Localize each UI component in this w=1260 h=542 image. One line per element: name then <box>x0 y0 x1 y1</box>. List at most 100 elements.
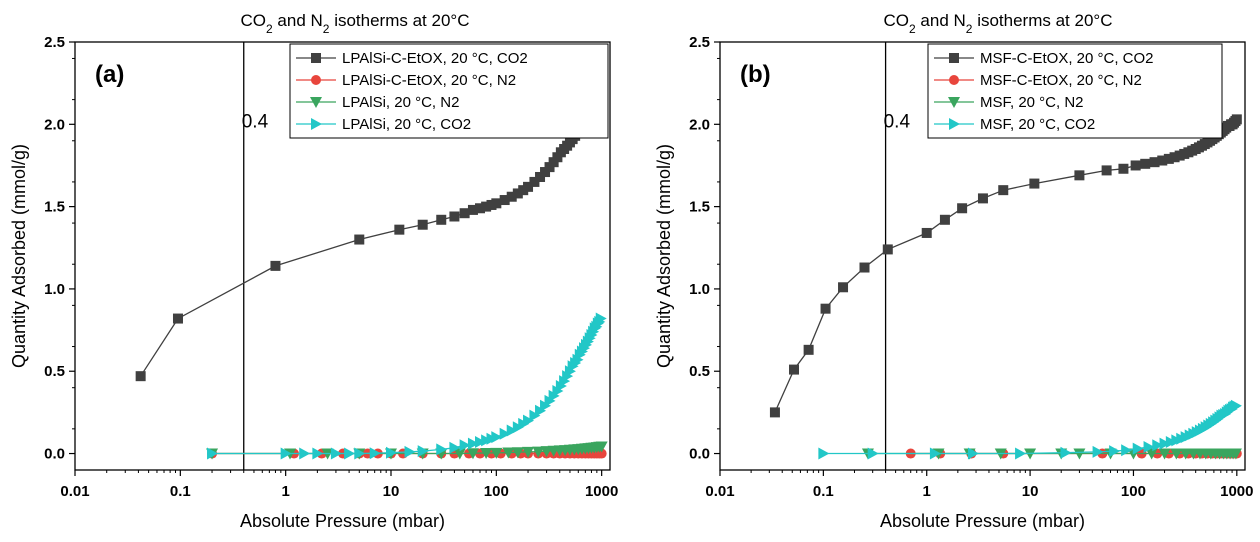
series-4 <box>207 312 607 460</box>
data-point <box>522 446 535 458</box>
chart-title: CO2 and N2 isotherms at 20°C <box>241 11 470 36</box>
x-tick-label: 100 <box>484 483 509 500</box>
data-point <box>921 227 932 238</box>
legend-item: LPAlSi, 20 °C, CO2 <box>296 116 471 133</box>
y-tick-label: 2.5 <box>689 34 710 51</box>
data-point <box>135 371 146 382</box>
data-point <box>1015 447 1027 460</box>
data-point <box>1158 448 1171 460</box>
x-tick-label: 100 <box>1121 483 1146 500</box>
data-point <box>532 446 545 458</box>
chart-title-part: CO <box>884 11 910 30</box>
legend-label: LPAlSi-C-EtOX, 20 °C, N2 <box>342 72 516 89</box>
data-point <box>882 244 893 255</box>
data-point <box>385 446 397 459</box>
y-tick-label: 0.5 <box>44 363 65 380</box>
data-point <box>511 447 524 459</box>
y-axis-label: Quantity Adsorbed (mmol/g) <box>654 144 674 368</box>
data-point <box>977 193 988 204</box>
data-point <box>270 260 281 271</box>
data-point <box>499 427 511 440</box>
legend-label: LPAlSi, 20 °C, N2 <box>342 94 459 111</box>
data-point <box>417 219 428 230</box>
data-point <box>344 447 356 460</box>
data-point <box>480 448 493 460</box>
data-point <box>394 224 405 235</box>
data-point <box>1109 445 1121 458</box>
x-tick-label: 1 <box>281 483 289 500</box>
data-point <box>1074 170 1085 181</box>
y-tick-label: 2.0 <box>689 116 710 133</box>
legend-label: MSF, 20 °C, N2 <box>980 94 1084 111</box>
legend-item: LPAlSi-C-EtOX, 20 °C, CO2 <box>296 50 528 67</box>
data-point <box>330 447 342 460</box>
data-point <box>459 439 471 452</box>
data-point <box>1169 152 1180 163</box>
legend-marker <box>311 118 322 130</box>
reference-line-label: 0.4 <box>884 112 911 133</box>
x-tick-label: 1000 <box>585 483 618 500</box>
data-point <box>939 214 950 225</box>
x-tick-label: 0.1 <box>170 483 191 500</box>
data-point <box>1073 448 1086 460</box>
legend-marker <box>949 118 960 130</box>
data-point <box>449 441 461 454</box>
data-point <box>818 447 830 460</box>
data-point <box>838 282 849 293</box>
data-point <box>354 447 366 460</box>
data-point <box>491 431 503 444</box>
legend-label: MSF-C-EtOX, 20 °C, CO2 <box>980 50 1154 67</box>
series-line <box>140 104 602 377</box>
x-axis-label: Absolute Pressure (mbar) <box>880 511 1085 531</box>
data-point <box>529 176 540 187</box>
data-point <box>967 447 979 460</box>
data-point <box>1230 399 1242 412</box>
y-tick-label: 2.0 <box>44 116 65 133</box>
data-point <box>1170 448 1183 460</box>
data-point <box>769 407 780 418</box>
legend-item: MSF, 20 °C, N2 <box>934 94 1084 111</box>
data-point <box>998 185 1009 196</box>
chart-panel-2: CO2 and N2 isotherms at 20°C(b)0.01 0.1 1 1… <box>654 11 1254 531</box>
data-point <box>1157 155 1168 166</box>
chart-title-part: isotherms at 20°C <box>972 11 1112 30</box>
data-point <box>1143 440 1155 453</box>
data-point <box>562 370 574 383</box>
y-tick-label: 1.5 <box>689 199 710 216</box>
data-point <box>453 448 466 460</box>
chart-title-part: isotherms at 20°C <box>329 11 469 30</box>
x-tick-label: 0.01 <box>705 483 734 500</box>
y-tick-label: 1.5 <box>44 199 65 216</box>
series-line <box>212 318 602 455</box>
data-point <box>1024 448 1037 460</box>
x-tick-label: 1 <box>923 483 931 500</box>
legend-box <box>289 43 609 139</box>
data-point <box>436 443 448 456</box>
data-point <box>1101 165 1112 176</box>
chart-title-part: 2 <box>266 22 273 36</box>
x-tick-label: 0.01 <box>60 483 89 500</box>
data-point <box>559 375 571 388</box>
data-point <box>555 380 567 393</box>
reference-line-label: 0.4 <box>242 112 269 133</box>
data-point <box>459 208 470 219</box>
legend-item: MSF-C-EtOX, 20 °C, N2 <box>934 72 1142 89</box>
y-tick-label: 0.0 <box>44 446 65 463</box>
data-point <box>523 414 535 427</box>
data-point <box>1145 448 1158 460</box>
legend-item: LPAlSi, 20 °C, N2 <box>296 94 459 111</box>
y-tick-label: 1.0 <box>689 281 710 298</box>
legend-label: LPAlSi, 20 °C, CO2 <box>342 116 471 133</box>
data-point <box>299 447 311 460</box>
data-point <box>475 203 486 214</box>
data-point <box>1179 448 1192 460</box>
chart-title-part: and N <box>916 11 966 30</box>
plot-frame <box>719 41 1246 471</box>
chart-title-part: 2 <box>323 22 330 36</box>
data-point <box>1140 158 1151 169</box>
data-point <box>506 424 518 437</box>
data-point <box>466 448 479 460</box>
legend-item: LPAlSi-C-EtOX, 20 °C, N2 <box>296 72 516 89</box>
data-point <box>1118 163 1129 174</box>
